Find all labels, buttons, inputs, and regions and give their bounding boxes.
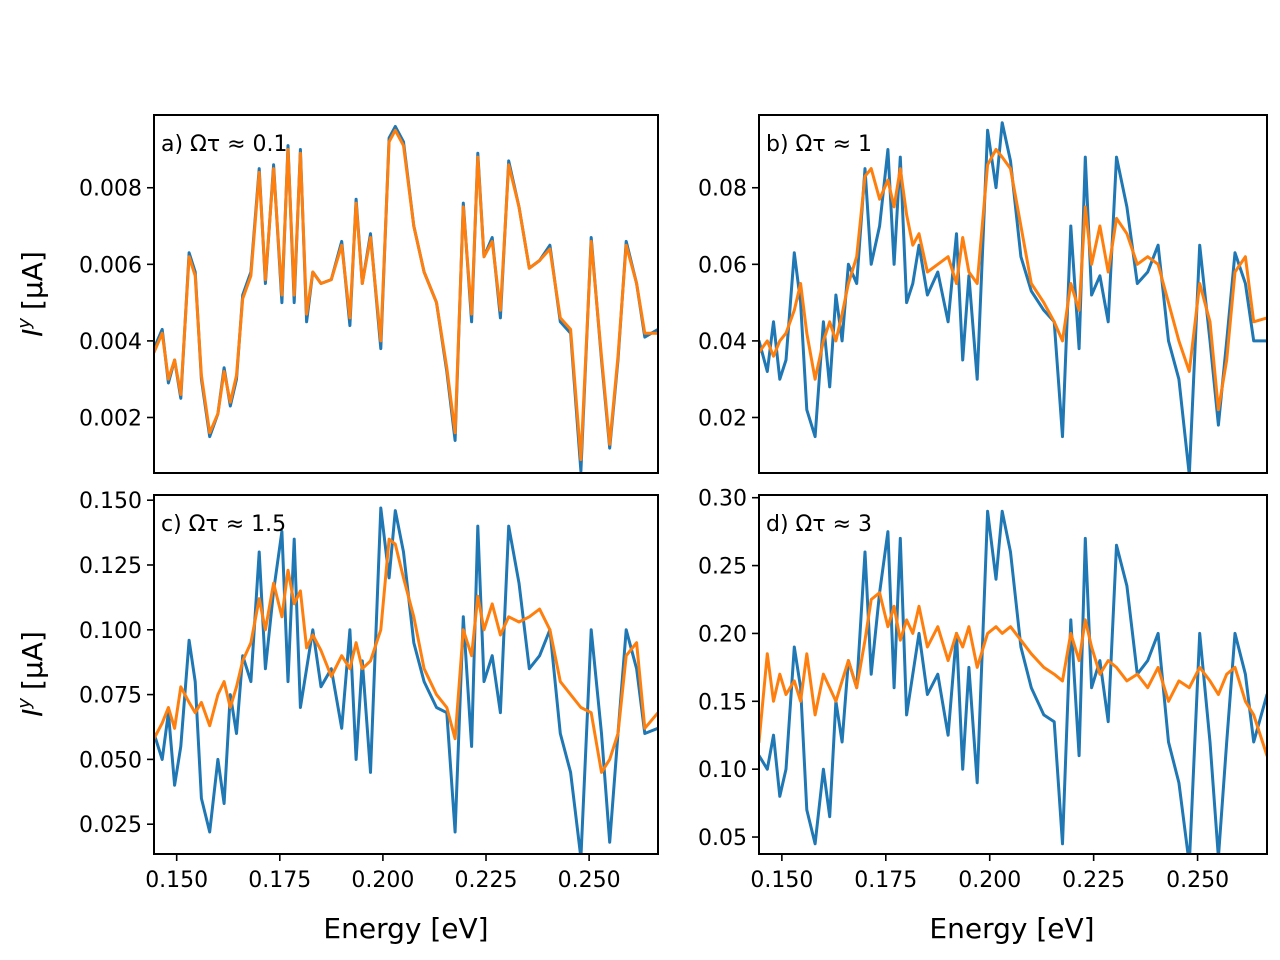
- panel-b-ytick-label: 0.08: [698, 177, 747, 202]
- panel-c-ytick-label: 0.050: [79, 748, 142, 773]
- panel-a-ytick-label: 0.002: [79, 406, 142, 431]
- panel-c-xtick-label: 0.225: [455, 868, 518, 893]
- panel-b: 0.02 0.04 0.06 0.08 b) Ωτ ≈ 1: [698, 114, 1268, 474]
- panel-a-annotation: a) Ωτ ≈ 0.1: [161, 132, 288, 157]
- y-axis-label-top: Iy [μA]: [14, 251, 49, 337]
- panel-d-series-2-line: [759, 591, 1267, 758]
- y-axis-label-bottom: Iy [μA]: [14, 631, 49, 717]
- panel-d-ytick-label: 0.10: [698, 758, 747, 783]
- panel-c-ytick-label: 0.075: [79, 684, 142, 709]
- panel-b-annotation: b) Ωτ ≈ 1: [766, 132, 872, 157]
- panel-d-ytick-label: 0.20: [698, 622, 747, 647]
- panel-c-xtick-label: 0.150: [145, 868, 208, 893]
- panel-a-series-group: [154, 125, 658, 473]
- panel-c-xtick-label: 0.250: [558, 868, 621, 893]
- panel-d-xtick-label: 0.250: [1166, 868, 1229, 893]
- panel-b-series-group: [759, 121, 1267, 473]
- panel-d-series-group: [759, 509, 1267, 854]
- panel-d-xtick-label: 0.150: [750, 868, 813, 893]
- y-axis-label-bottom-unit: [μA]: [16, 631, 49, 690]
- panel-a-ytick-label: 0.008: [79, 177, 142, 202]
- panel-d-annotation: d) Ωτ ≈ 3: [766, 512, 872, 537]
- panel-d: 0.05 0.10 0.15 0.20 0.25 0.30 0.150 0.175 0.200 0…: [698, 487, 1268, 893]
- panel-d-ytick-label: 0.30: [698, 487, 747, 512]
- panel-a-ytick-label: 0.006: [79, 253, 142, 278]
- panel-d-ytick-label: 0.05: [698, 826, 747, 851]
- y-axis-label-bottom-sup: y: [14, 698, 35, 710]
- panel-c-ytick-label: 0.025: [79, 813, 142, 838]
- panel-c-annotation: c) Ωτ ≈ 1.5: [161, 512, 286, 537]
- panel-b-ytick-label: 0.02: [698, 406, 747, 431]
- panel-a-frame: [153, 114, 659, 474]
- panel-a-ytick-label: 0.004: [79, 330, 142, 355]
- panel-d-ytick-label: 0.25: [698, 555, 747, 580]
- panel-b-series-1-line: [759, 121, 1267, 473]
- panel-d-xtick-label: 0.175: [854, 868, 917, 893]
- y-axis-label-top-unit: [μA]: [16, 251, 49, 310]
- panel-c-ytick-label: 0.125: [79, 554, 142, 579]
- panel-c-series-2-line: [154, 537, 658, 774]
- panel-a-series-2-line: [154, 128, 658, 462]
- panel-d-xtick-label: 0.200: [958, 868, 1021, 893]
- panel-a: 0.002 0.004 0.006 0.008 a) Ωτ ≈ 0.1: [79, 114, 659, 474]
- x-axis-label-right: Energy [eV]: [929, 912, 1094, 945]
- panel-c-series-1-line: [154, 506, 658, 854]
- panel-b-series-2-line: [759, 148, 1267, 412]
- panel-c-ytick-label: 0.100: [79, 619, 142, 644]
- panel-b-ytick-label: 0.06: [698, 253, 747, 278]
- panel-b-ytick-label: 0.04: [698, 330, 747, 355]
- y-axis-label-bottom-base: I: [16, 709, 49, 717]
- x-axis-label-left: Energy [eV]: [323, 912, 488, 945]
- panel-d-frame: [758, 494, 1268, 855]
- panel-c-xtick-label: 0.175: [248, 868, 311, 893]
- y-axis-label-top-base: I: [16, 329, 49, 337]
- panel-c-xtick-label: 0.200: [351, 868, 414, 893]
- panel-b-frame: [758, 114, 1268, 474]
- panel-c-series-group: [154, 506, 658, 854]
- panel-d-ytick-label: 0.15: [698, 690, 747, 715]
- panel-c-frame: [153, 494, 659, 855]
- panel-c-ytick-label: 0.150: [79, 489, 142, 514]
- y-axis-label-top-sup: y: [14, 318, 35, 330]
- panel-c: 0.025 0.050 0.075 0.100 0.125 0.150 0.150 0.175…: [79, 489, 659, 893]
- panel-d-xtick-label: 0.225: [1062, 868, 1125, 893]
